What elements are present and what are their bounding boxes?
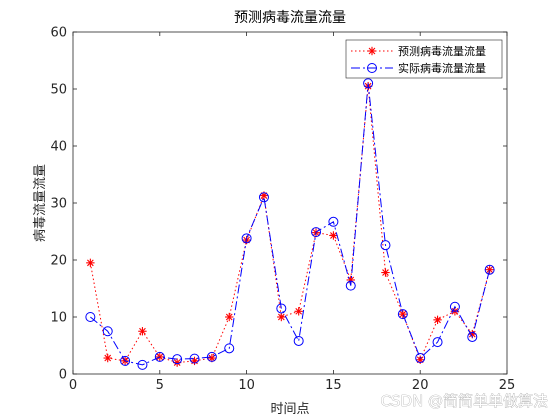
data-point-actual bbox=[276, 303, 287, 314]
tick-layer: 0 5 10 15 20 25 0 10 20 30 40 50 60 bbox=[50, 26, 515, 394]
chart-title: 预测病毒流量流量 bbox=[234, 10, 346, 26]
data-point-actual bbox=[120, 355, 131, 366]
x-tick-label: 5 bbox=[156, 378, 164, 393]
data-point-actual bbox=[449, 301, 460, 312]
data-point-actual bbox=[467, 331, 478, 342]
data-point-actual bbox=[328, 216, 339, 227]
watermark: CSDN @简简单单做算法 bbox=[380, 392, 548, 410]
y-tick-label: 40 bbox=[50, 140, 67, 155]
y-tick-label: 50 bbox=[50, 83, 67, 98]
legend-marker-predicted bbox=[367, 46, 377, 56]
data-point-actual bbox=[432, 337, 443, 348]
data-point-actual bbox=[258, 192, 269, 203]
x-tick-label: 10 bbox=[238, 378, 255, 393]
data-point-predicted bbox=[398, 309, 408, 319]
data-point-actual bbox=[484, 264, 495, 275]
data-point-actual bbox=[172, 354, 183, 365]
series-layer bbox=[85, 78, 495, 370]
data-point-actual bbox=[345, 280, 356, 291]
legend-marker-glyph bbox=[367, 63, 377, 73]
data-point-predicted bbox=[294, 307, 303, 316]
data-point-predicted bbox=[277, 312, 286, 322]
data-point-actual bbox=[397, 309, 408, 320]
data-point-actual bbox=[380, 240, 391, 251]
legend-marker-actual bbox=[367, 63, 377, 73]
data-point-actual bbox=[311, 227, 322, 238]
x-tick-label: 0 bbox=[69, 378, 77, 393]
data-point-actual bbox=[137, 359, 148, 370]
y-tick-label: 30 bbox=[50, 197, 67, 212]
plot-area bbox=[73, 32, 507, 374]
y-tick-label: 10 bbox=[50, 311, 67, 326]
x-tick-label: 15 bbox=[325, 378, 342, 393]
data-point-actual bbox=[102, 326, 113, 337]
data-point-predicted bbox=[138, 327, 147, 336]
data-point-predicted bbox=[485, 265, 494, 274]
y-tick-label: 60 bbox=[50, 26, 67, 41]
data-point-actual bbox=[293, 335, 304, 346]
data-point-predicted bbox=[207, 353, 217, 363]
data-point-actual bbox=[241, 233, 252, 244]
data-point-actual bbox=[415, 353, 426, 364]
legend-label-actual: 实际病毒流量流量 bbox=[398, 61, 486, 75]
series-line-actual bbox=[90, 83, 491, 366]
data-point-predicted bbox=[381, 268, 390, 277]
data-point-predicted bbox=[103, 353, 112, 363]
y-axis-label: 病毒流量流量 bbox=[33, 164, 48, 242]
y-tick-label: 20 bbox=[50, 254, 67, 269]
legend-box bbox=[345, 39, 503, 79]
x-tick-label: 20 bbox=[412, 378, 429, 393]
x-tick-label: 25 bbox=[499, 378, 516, 393]
data-point-predicted bbox=[225, 312, 234, 322]
y-tick-label: 0 bbox=[59, 368, 67, 383]
legend: 预测病毒流量流量 实际病毒流量流量 bbox=[345, 39, 503, 79]
data-point-actual bbox=[85, 312, 96, 322]
data-point-predicted bbox=[433, 315, 442, 325]
data-point-predicted bbox=[329, 231, 338, 240]
x-axis-label: 时间点 bbox=[270, 402, 309, 417]
legend-marker-glyph bbox=[367, 46, 377, 56]
data-point-actual bbox=[206, 351, 217, 362]
data-point-actual bbox=[363, 78, 374, 89]
data-point-actual bbox=[224, 343, 235, 354]
data-point-actual bbox=[154, 351, 165, 362]
data-point-actual bbox=[189, 353, 200, 364]
data-point-predicted bbox=[86, 258, 95, 268]
legend-label-predicted: 预测病毒流量流量 bbox=[398, 44, 486, 58]
